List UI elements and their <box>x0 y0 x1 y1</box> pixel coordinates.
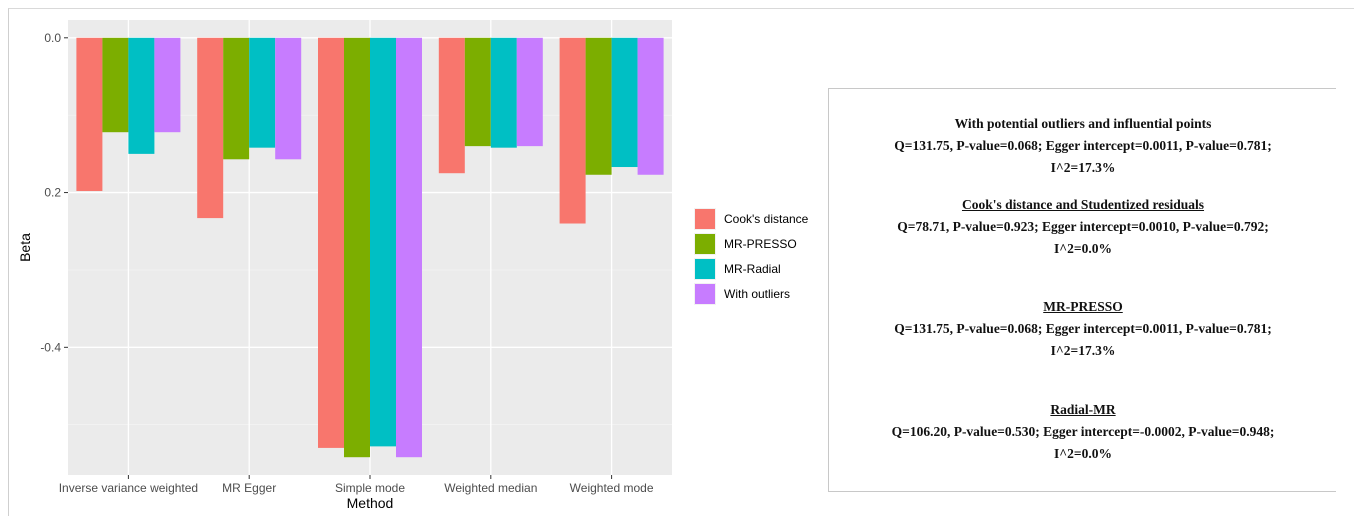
bar <box>197 37 224 219</box>
x-tick-label: MR Egger <box>222 481 276 495</box>
bars <box>76 37 664 458</box>
bar <box>611 37 638 168</box>
x-tick-label: Simple mode <box>335 481 405 495</box>
stats-title: MR-PRESSO <box>1043 299 1123 314</box>
bar <box>516 37 543 147</box>
legend-label: With outliers <box>724 287 790 301</box>
stats-title: Radial-MR <box>1050 402 1116 417</box>
stats-block-with-outliers: With potential outliers and influential … <box>829 113 1337 179</box>
legend-swatch <box>695 209 715 229</box>
legend-label: MR-PRESSO <box>724 237 797 251</box>
bar <box>154 37 181 133</box>
bar <box>559 37 586 224</box>
x-axis: Inverse variance weighted MR Egger Simple … <box>59 475 654 495</box>
bar <box>223 37 250 160</box>
legend-label: MR-Radial <box>724 262 781 276</box>
y-tick-label: -0.4 <box>40 340 61 354</box>
bar <box>275 37 302 160</box>
bar <box>318 37 344 448</box>
heterogeneity-stats-box: With potential outliers and influential … <box>828 88 1336 492</box>
stats-block-mr-presso: MR-PRESSO Q=131.75, P-value=0.068; Egger… <box>829 296 1337 362</box>
legend-swatch <box>695 259 715 279</box>
legend: Cook's distance MR-PRESSO MR-Radial With ou… <box>694 208 809 305</box>
bar <box>490 37 517 148</box>
y-axis: 0.0 0.2 -0.4 <box>40 31 68 354</box>
bar <box>464 37 491 147</box>
x-tick-label: Weighted median <box>444 481 537 495</box>
bar <box>128 37 155 154</box>
bar <box>438 37 465 174</box>
legend-swatch <box>695 234 715 254</box>
bar <box>637 37 664 175</box>
stats-title: With potential outliers and influential … <box>954 116 1212 131</box>
stats-line: Q=131.75, P-value=0.068; Egger intercept… <box>894 321 1272 336</box>
stats-line: Q=78.71, P-value=0.923; Egger intercept=… <box>897 219 1269 234</box>
y-tick-label: 0.0 <box>44 31 61 45</box>
stats-line: Q=131.75, P-value=0.068; Egger intercept… <box>894 138 1272 153</box>
bar <box>370 37 396 447</box>
bar <box>76 37 103 192</box>
y-tick-label: 0.2 <box>44 186 61 200</box>
stats-block-cooks-distance: Cook's distance and Studentized residual… <box>829 194 1337 260</box>
stats-line: I^2=0.0% <box>1054 446 1112 461</box>
stats-title: Cook's distance and Studentized residual… <box>961 197 1205 212</box>
stats-block-radial-mr: Radial-MR Q=106.20, P-value=0.530; Egger… <box>829 399 1337 465</box>
stats-line: I^2=17.3% <box>1050 160 1116 175</box>
y-axis-title: Beta <box>17 233 33 262</box>
x-tick-label: Weighted mode <box>570 481 654 495</box>
x-tick-label: Inverse variance weighted <box>59 481 198 495</box>
bar <box>585 37 612 175</box>
bar <box>249 37 276 148</box>
figure-frame <box>8 8 1354 516</box>
legend-label: Cook's distance <box>724 212 809 226</box>
stats-line: Q=106.20, P-value=0.530; Egger intercept… <box>891 424 1275 439</box>
stats-line: I^2=17.3% <box>1050 343 1116 358</box>
bar <box>396 37 422 458</box>
bar <box>344 37 370 458</box>
stats-line: I^2=0.0% <box>1054 241 1112 256</box>
legend-swatch <box>695 284 715 304</box>
bar <box>102 37 129 133</box>
x-axis-title: Method <box>347 495 394 511</box>
